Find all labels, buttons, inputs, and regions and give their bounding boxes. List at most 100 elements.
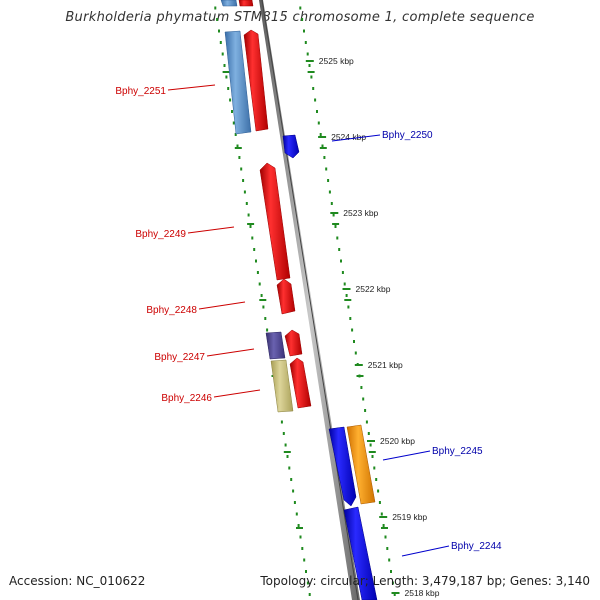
outer-ruler-dot [343, 282, 346, 286]
inner-ruler-dot [221, 52, 224, 56]
inner-ruler-dot [295, 512, 298, 516]
inner-ruler-dot [242, 179, 245, 182]
gene-red-2248[interactable] [276, 278, 296, 315]
gene-red-2249[interactable] [259, 162, 291, 281]
outer-ruler-dot [317, 121, 320, 125]
topology-text: Topology: circular; Length: 3,479,187 bp… [260, 574, 590, 588]
gene-label-2251[interactable]: Bphy_2251 [115, 86, 166, 97]
outer-ruler-dot [382, 524, 385, 527]
chromosome-backbone-edge [261, 0, 359, 600]
outer-ruler-dot [340, 259, 342, 263]
outer-ruler-dot [306, 52, 309, 56]
outer-ruler-dot [345, 294, 348, 297]
gene-steelblue-2251[interactable] [224, 30, 252, 135]
inner-ruler-dot [280, 420, 283, 424]
inner-ruler-dot [256, 271, 259, 274]
kbp-label: 2519 kbp [392, 512, 427, 522]
outer-ruler-dot [349, 317, 352, 320]
inner-ruler-dot [214, 6, 217, 10]
label-line-2247 [206, 348, 255, 357]
label-line-2250 [331, 134, 381, 142]
kbp-label: 2520 kbp [380, 436, 415, 446]
outer-ruler-dot [378, 501, 381, 504]
inner-ruler-dot [258, 282, 261, 286]
outer-ruler-dot [373, 466, 376, 470]
inner-ruler-dot [255, 259, 257, 263]
gene-label-2247[interactable]: Bphy_2247 [154, 352, 205, 363]
inner-ruler-dot [240, 167, 243, 171]
outer-ruler-dot [371, 455, 374, 458]
outer-ruler-dot [312, 87, 315, 90]
inner-ruler-dot [282, 432, 285, 435]
inner-ruler-dot [227, 87, 230, 90]
outer-ruler-dot [384, 535, 387, 539]
gene-top-partial-red[interactable] [238, 0, 254, 7]
inner-ruler-dot [218, 29, 220, 33]
inner-ruler-dot [308, 593, 311, 596]
outer-ruler-dot [328, 190, 331, 194]
gene-red-2246[interactable] [289, 357, 312, 409]
gene-label-2248[interactable]: Bphy_2248 [146, 305, 197, 316]
inner-ruler-dot [236, 144, 239, 148]
gene-red-2251[interactable] [243, 29, 269, 132]
outer-ruler-dot [364, 409, 367, 412]
outer-ruler-dot [354, 351, 357, 355]
gene-label-2250[interactable]: Bphy_2250 [382, 130, 433, 141]
outer-ruler-dot [316, 110, 318, 113]
inner-ruler-dot [266, 328, 269, 332]
map-title: Burkholderia phymatum STM815 chromosome … [65, 10, 535, 25]
outer-ruler-dot [362, 397, 365, 401]
outer-ruler-dot [391, 581, 394, 585]
outer-ruler-dot [330, 202, 333, 205]
inner-ruler-dot [243, 190, 246, 194]
outer-ruler-dot [393, 593, 396, 596]
inner-ruler-dot [260, 294, 263, 297]
kbp-label: 2523 kbp [343, 208, 378, 218]
outer-ruler-dot [308, 64, 311, 67]
kbp-label: 2518 kbp [405, 588, 440, 598]
inner-ruler-dot [306, 581, 309, 585]
inner-ruler-dot [297, 524, 300, 527]
inner-ruler-dot [253, 248, 256, 251]
outer-ruler-dot [323, 156, 326, 159]
inner-ruler-dot [231, 110, 233, 113]
gene-blue-2245[interactable] [328, 426, 357, 507]
kbp-label: 2524 kbp [331, 132, 366, 142]
inner-ruler-dot [264, 317, 267, 320]
outer-ruler-dot [338, 248, 341, 251]
gene-label-2244[interactable]: Bphy_2244 [451, 541, 502, 552]
inner-ruler-dot [229, 98, 232, 102]
inner-ruler-dot [225, 75, 228, 79]
inner-ruler-dot [284, 443, 287, 447]
outer-ruler-dot [336, 236, 339, 240]
kbp-label: 2521 kbp [368, 360, 403, 370]
inner-ruler-dot [219, 41, 222, 44]
outer-ruler-dot [334, 225, 337, 228]
gene-label-2246[interactable]: Bphy_2246 [161, 393, 212, 404]
gene-red-2247[interactable] [284, 329, 303, 357]
label-line-2249 [187, 226, 235, 234]
outer-ruler-dot [304, 41, 307, 44]
gene-label-2245[interactable]: Bphy_2245 [432, 446, 483, 457]
gene-khaki-2246 [270, 359, 294, 413]
gene-blue-2244[interactable] [343, 506, 378, 600]
outer-ruler-dot [388, 558, 391, 562]
outer-ruler-dot [327, 179, 330, 182]
outer-ruler-dot [314, 98, 317, 102]
outer-ruler-dot [365, 420, 368, 424]
gene-blue-2250[interactable] [282, 134, 300, 159]
gene-orange-2245 [346, 424, 376, 505]
gene-labels: Bphy_2251 Bphy_2250 Bphy_2249 Bphy_2248 … [115, 84, 502, 557]
inner-ruler-dot [232, 121, 235, 125]
inner-ruler-dot [234, 133, 237, 136]
inner-ruler-dot [286, 455, 289, 458]
gene-top-partial-steelblue[interactable] [220, 0, 238, 7]
label-line-2248 [198, 301, 246, 310]
outer-ruler-dot [375, 478, 378, 481]
gene-label-2249[interactable]: Bphy_2249 [135, 229, 186, 240]
inner-ruler-dot [216, 18, 219, 21]
outer-ruler-dot [341, 271, 344, 274]
label-line-2245 [382, 450, 431, 461]
outer-ruler-dot [301, 18, 304, 21]
